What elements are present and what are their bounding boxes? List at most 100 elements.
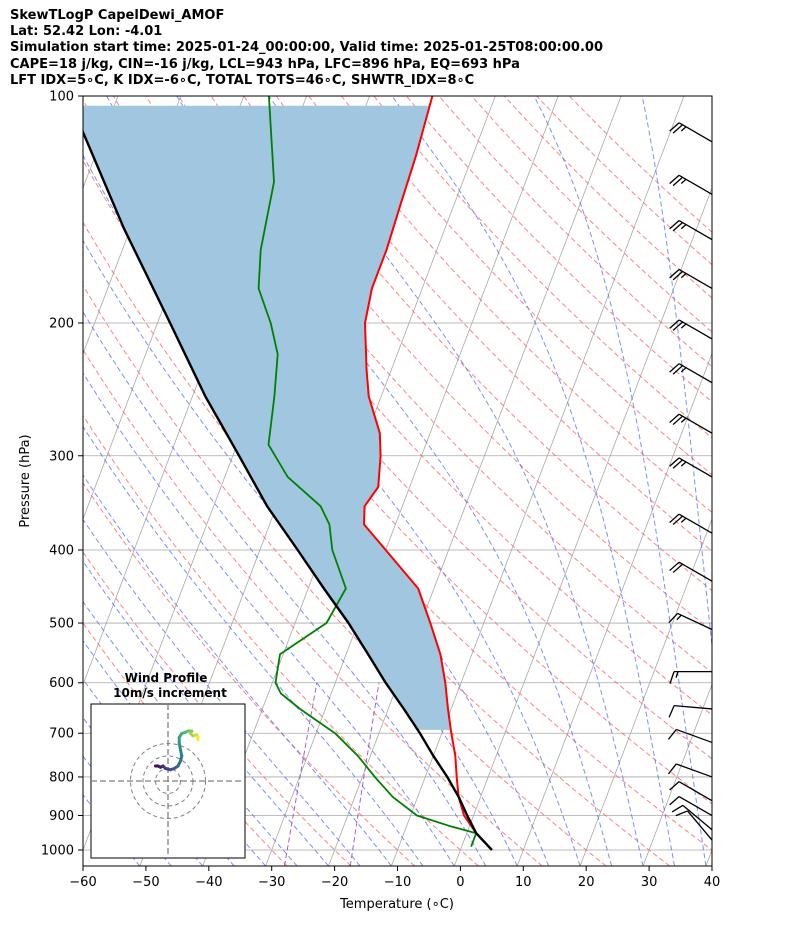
wind-barb: [669, 219, 713, 241]
barb-staff: [676, 728, 713, 744]
y-tick-label: 100: [49, 90, 74, 105]
wind-barb: [669, 122, 713, 143]
barb-half-flag: [680, 126, 687, 132]
dry-adiabat: [83, 348, 543, 866]
barb-flag: [669, 457, 680, 467]
wind-barb: [669, 319, 713, 340]
wind-barb: [669, 413, 713, 434]
wind-barb: [669, 363, 713, 384]
barb-flag: [669, 413, 680, 424]
barb-flag: [672, 459, 683, 469]
isotherm-line: [328, 96, 622, 866]
y-tick-label: 700: [49, 727, 74, 742]
moist-adiabat: [83, 371, 455, 866]
barb-flag: [669, 122, 680, 132]
barb-flag: [672, 222, 683, 232]
x-tick-label: 0: [456, 875, 464, 890]
wind-barb: [671, 804, 713, 831]
barb-staff: [678, 268, 713, 290]
wind-barb: [669, 268, 713, 290]
hodograph-subtitle: 10m/s increment: [113, 686, 227, 700]
x-tick-label: −20: [321, 875, 348, 890]
x-tick-label: 20: [578, 875, 595, 890]
barb-staff: [677, 612, 713, 631]
y-tick-label: 900: [49, 809, 74, 824]
moist-adiabat: [83, 474, 392, 866]
wind-barb: [669, 670, 712, 684]
x-tick-label: −40: [195, 875, 222, 890]
barb-half-flag: [680, 417, 687, 423]
barb-staff: [678, 781, 713, 802]
x-tick-label: −60: [69, 875, 96, 890]
barb-staff: [682, 804, 713, 831]
moist-adiabat: [106, 96, 581, 866]
barb-staff: [678, 413, 713, 434]
barb-staff: [678, 219, 713, 241]
barb-half-flag: [675, 671, 679, 678]
barb-flag: [672, 321, 683, 331]
x-axis: −60 −50 −40 −30 −20 −10 0 10 20 30 40: [69, 866, 720, 890]
isotherm-line: [769, 96, 794, 866]
moist-adiabat: [641, 96, 712, 651]
profile-lines: [83, 96, 493, 851]
moist-adiabat: [83, 154, 550, 866]
stability-line-1: CAPE=18 j/kg, CIN=-16 j/kg, LCL=943 hPa,…: [10, 56, 520, 72]
barb-half-flag: [680, 367, 687, 373]
cape-fill: [83, 105, 451, 730]
dry-adiabat: [341, 96, 712, 476]
moist-adiabat: [714, 96, 769, 866]
isotherm-line: [642, 683, 712, 866]
barb-flag: [675, 810, 688, 817]
wind-barb: [667, 763, 713, 778]
hodograph-title: Wind Profile: [125, 671, 208, 685]
mixing-ratio-line: [349, 682, 380, 866]
barb-flag: [669, 319, 680, 329]
dry-adiabat: [536, 96, 712, 266]
y-axis-label: Pressure (hPa): [18, 434, 33, 527]
barb-flag: [668, 613, 679, 624]
wind-barb: [669, 513, 713, 534]
cape-fill-layer: [83, 105, 451, 730]
dry-adiabat: [568, 96, 712, 233]
barb-staff: [678, 363, 713, 384]
wind-barb: [669, 795, 713, 817]
stability-line-2: LFT IDX=5∘C, K IDX=-6∘C, TOTAL TOTS=46∘C…: [10, 72, 475, 88]
barb-half-flag: [680, 461, 687, 467]
wind-barbs: [667, 122, 713, 841]
barb-staff: [678, 513, 713, 534]
barb-flag: [669, 363, 680, 373]
y-axis: 100 200 300 400 500 600 700 800 900 1000: [41, 90, 83, 859]
parcel-line: [83, 129, 493, 851]
moist-adiabat: [83, 560, 329, 866]
wind-barb: [667, 728, 713, 744]
barb-half-flag: [680, 272, 687, 279]
moist-adiabat: [391, 96, 675, 866]
y-tick-label: 600: [49, 676, 74, 691]
dry-adiabat: [471, 96, 712, 333]
y-tick-label: 1000: [41, 844, 74, 859]
moist-adiabat: [268, 96, 644, 866]
moist-adiabat: [83, 425, 424, 866]
barb-flag: [671, 804, 684, 813]
mixing-ratio-line: [284, 682, 318, 866]
barb-flag: [672, 415, 683, 426]
isotherm-line: [453, 186, 712, 866]
barb-staff: [678, 122, 713, 143]
y-tick-label: 400: [49, 543, 74, 558]
x-tick-label: 40: [704, 875, 721, 890]
barb-staff: [678, 795, 713, 817]
barb-half-flag: [680, 323, 687, 329]
wind-barb: [668, 612, 713, 631]
x-tick-label: −30: [258, 875, 285, 890]
y-tick-label: 200: [49, 316, 74, 331]
barb-flag: [669, 781, 680, 791]
wind-barb: [668, 704, 713, 718]
barb-half-flag: [680, 178, 687, 184]
location-line: Lat: 52.42 Lon: -4.01: [10, 24, 163, 40]
barb-staff: [687, 810, 713, 841]
barb-half-flag: [680, 517, 687, 523]
isotherm-line: [705, 848, 712, 866]
x-tick-label: −10: [384, 875, 411, 890]
barb-staff: [676, 763, 713, 778]
